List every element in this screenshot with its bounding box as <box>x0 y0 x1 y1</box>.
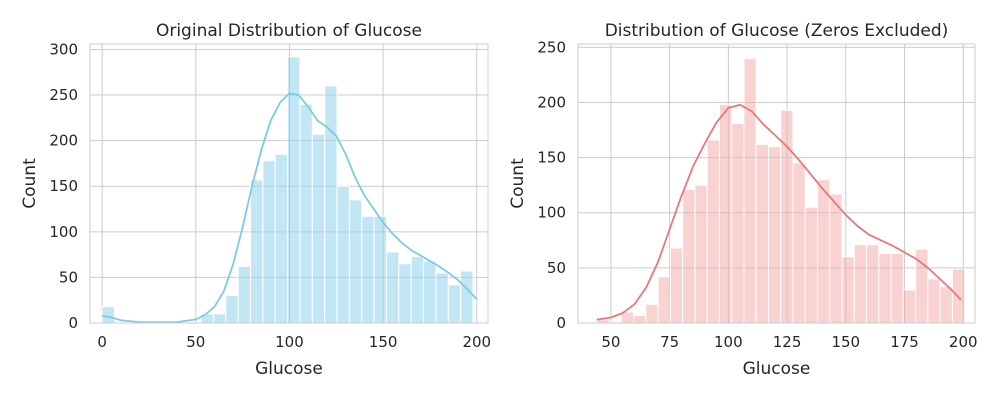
histogram-bar <box>902 289 917 324</box>
histogram-bar <box>287 56 301 324</box>
kde-line <box>596 103 962 321</box>
histogram-bar <box>841 256 855 324</box>
x-tick-label: 150 <box>831 333 860 351</box>
histogram-bar <box>274 153 289 324</box>
histogram-bar <box>336 185 350 324</box>
x-tick-label: 200 <box>462 333 491 351</box>
x-tick-label: 50 <box>186 333 205 351</box>
y-tick-label: 150 <box>537 149 566 167</box>
histogram-bar <box>373 215 387 324</box>
histogram-bar <box>853 244 868 324</box>
histogram-bar <box>706 139 720 324</box>
histogram-bar <box>435 272 449 324</box>
plot-frame <box>89 43 489 324</box>
histogram-bar <box>324 85 338 324</box>
histogram-bar <box>743 57 757 324</box>
histogram-bar <box>348 199 363 324</box>
histogram-bar <box>731 122 745 324</box>
y-tick-label: 200 <box>537 93 566 111</box>
y-tick-label: 0 <box>556 314 566 332</box>
plot-frame <box>577 43 976 324</box>
chart-title: Distribution of Glucose (Zeros Excluded) <box>605 21 949 41</box>
histogram-bar <box>694 184 708 324</box>
y-tick-label: 250 <box>537 38 566 56</box>
histogram-bar <box>804 206 819 324</box>
histogram-bar <box>645 303 659 324</box>
histogram-bar <box>669 247 684 324</box>
histogram-bar <box>250 179 264 324</box>
histogram-bar <box>718 104 733 324</box>
chart-original-glucose: 0 50 100 150 200 0 50 100 150 200 250 300 Original D… <box>20 21 491 379</box>
histogram-bar <box>817 179 831 324</box>
histogram-bar <box>237 265 252 324</box>
kde-line <box>102 92 478 323</box>
histogram-bar <box>423 260 437 324</box>
y-tick-label: 50 <box>547 259 566 277</box>
chart-glucose-zeros-excluded: 50 75 100 125 150 175 200 0 50 100 150 200 250 Distri… <box>508 21 978 379</box>
chart-title: Original Distribution of Glucose <box>156 21 422 41</box>
x-tick-label: 0 <box>97 333 107 351</box>
y-tick-label: 200 <box>49 132 78 150</box>
y-axis-label: Count <box>20 158 40 209</box>
histogram-bar <box>767 146 782 324</box>
histogram-bar <box>385 251 400 324</box>
histogram-bar <box>460 270 474 324</box>
histogram-bar <box>311 133 326 324</box>
x-tick-label: 75 <box>660 333 679 351</box>
histogram-bar <box>878 253 892 324</box>
y-tick-label: 150 <box>49 177 78 195</box>
x-tick-label: 100 <box>714 333 743 351</box>
histogram-bar <box>212 313 227 324</box>
histogram-bar <box>447 284 462 324</box>
x-tick-label: 125 <box>773 333 802 351</box>
histogram-bar <box>361 215 375 324</box>
x-axis-label: Glucose <box>743 359 811 379</box>
y-tick-label: 250 <box>49 86 78 104</box>
histogram-bar <box>682 189 696 324</box>
histogram-bar <box>755 143 769 324</box>
x-tick-label: 100 <box>275 333 304 351</box>
y-tick-label: 300 <box>49 40 78 58</box>
histogram-bar <box>262 160 276 324</box>
histogram-bar <box>398 263 412 324</box>
x-tick-label: 200 <box>949 333 978 351</box>
y-axis-label: Count <box>508 158 528 209</box>
y-tick-label: 100 <box>537 204 566 222</box>
x-tick-label: 50 <box>601 333 620 351</box>
histogram-bar <box>792 162 806 324</box>
histogram-bar <box>866 244 880 324</box>
histogram-bar <box>633 314 647 324</box>
x-tick-label: 150 <box>369 333 398 351</box>
histogram-bar <box>951 268 966 324</box>
histogram-bar <box>299 103 313 324</box>
histogram-bar <box>890 253 904 324</box>
y-tick-label: 0 <box>68 314 78 332</box>
y-tick-label: 50 <box>59 268 78 286</box>
histogram-bar <box>101 306 116 324</box>
histogram-bar <box>410 255 425 324</box>
histogram-bar <box>829 193 843 324</box>
x-axis-label: Glucose <box>255 359 323 379</box>
histogram-bar <box>225 295 239 324</box>
histogram-bar <box>927 278 941 324</box>
y-tick-label: 100 <box>49 223 78 241</box>
histogram-bar <box>657 276 671 324</box>
x-tick-label: 175 <box>890 333 919 351</box>
histogram-bar <box>939 286 953 324</box>
